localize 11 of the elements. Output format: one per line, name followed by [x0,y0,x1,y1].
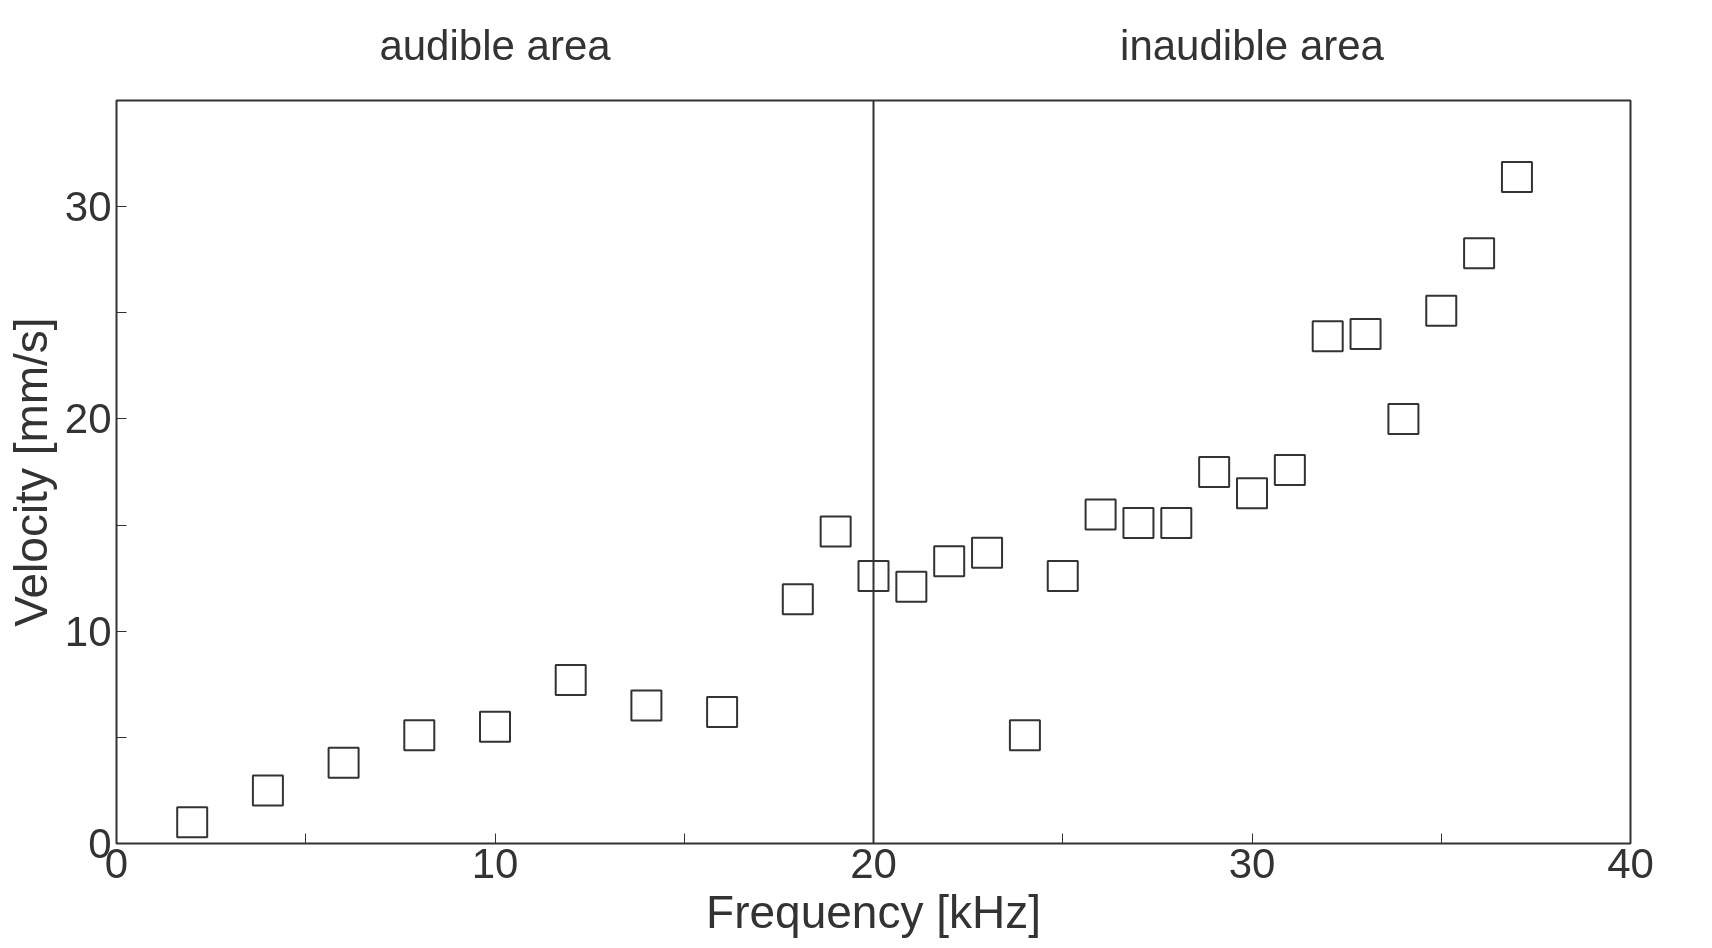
x-tick-label: 20 [850,839,897,887]
y-tick-label: 20 [64,395,112,443]
text: inaudible area [1120,22,1385,69]
text: audible area [379,22,612,69]
y-tick-label: 10 [64,607,112,655]
x-tick-label: 10 [471,839,519,887]
x-tick-label: 30 [1228,839,1276,887]
x-axis-title: Frequency [kHz] [706,885,1041,938]
y-tick-label: 30 [64,183,112,231]
y-axis-title: Velocity [mm/s] [4,317,57,627]
x-tick-label: 40 [1607,839,1654,887]
